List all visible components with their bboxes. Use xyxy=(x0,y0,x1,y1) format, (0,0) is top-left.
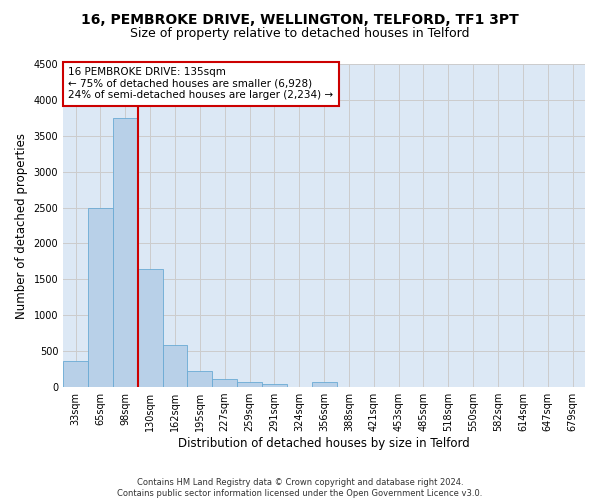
Text: 16 PEMBROKE DRIVE: 135sqm
← 75% of detached houses are smaller (6,928)
24% of se: 16 PEMBROKE DRIVE: 135sqm ← 75% of detac… xyxy=(68,67,334,100)
Bar xyxy=(262,384,287,387)
X-axis label: Distribution of detached houses by size in Telford: Distribution of detached houses by size … xyxy=(178,437,470,450)
Bar xyxy=(138,270,163,387)
Y-axis label: Number of detached properties: Number of detached properties xyxy=(15,132,28,318)
Bar xyxy=(237,382,262,387)
Bar xyxy=(63,360,88,387)
Bar xyxy=(187,370,212,387)
Bar xyxy=(212,379,237,387)
Bar xyxy=(113,118,138,387)
Text: Size of property relative to detached houses in Telford: Size of property relative to detached ho… xyxy=(130,28,470,40)
Text: 16, PEMBROKE DRIVE, WELLINGTON, TELFORD, TF1 3PT: 16, PEMBROKE DRIVE, WELLINGTON, TELFORD,… xyxy=(81,12,519,26)
Bar xyxy=(88,208,113,387)
Bar xyxy=(163,344,187,387)
Text: Contains HM Land Registry data © Crown copyright and database right 2024.
Contai: Contains HM Land Registry data © Crown c… xyxy=(118,478,482,498)
Bar xyxy=(311,382,337,387)
